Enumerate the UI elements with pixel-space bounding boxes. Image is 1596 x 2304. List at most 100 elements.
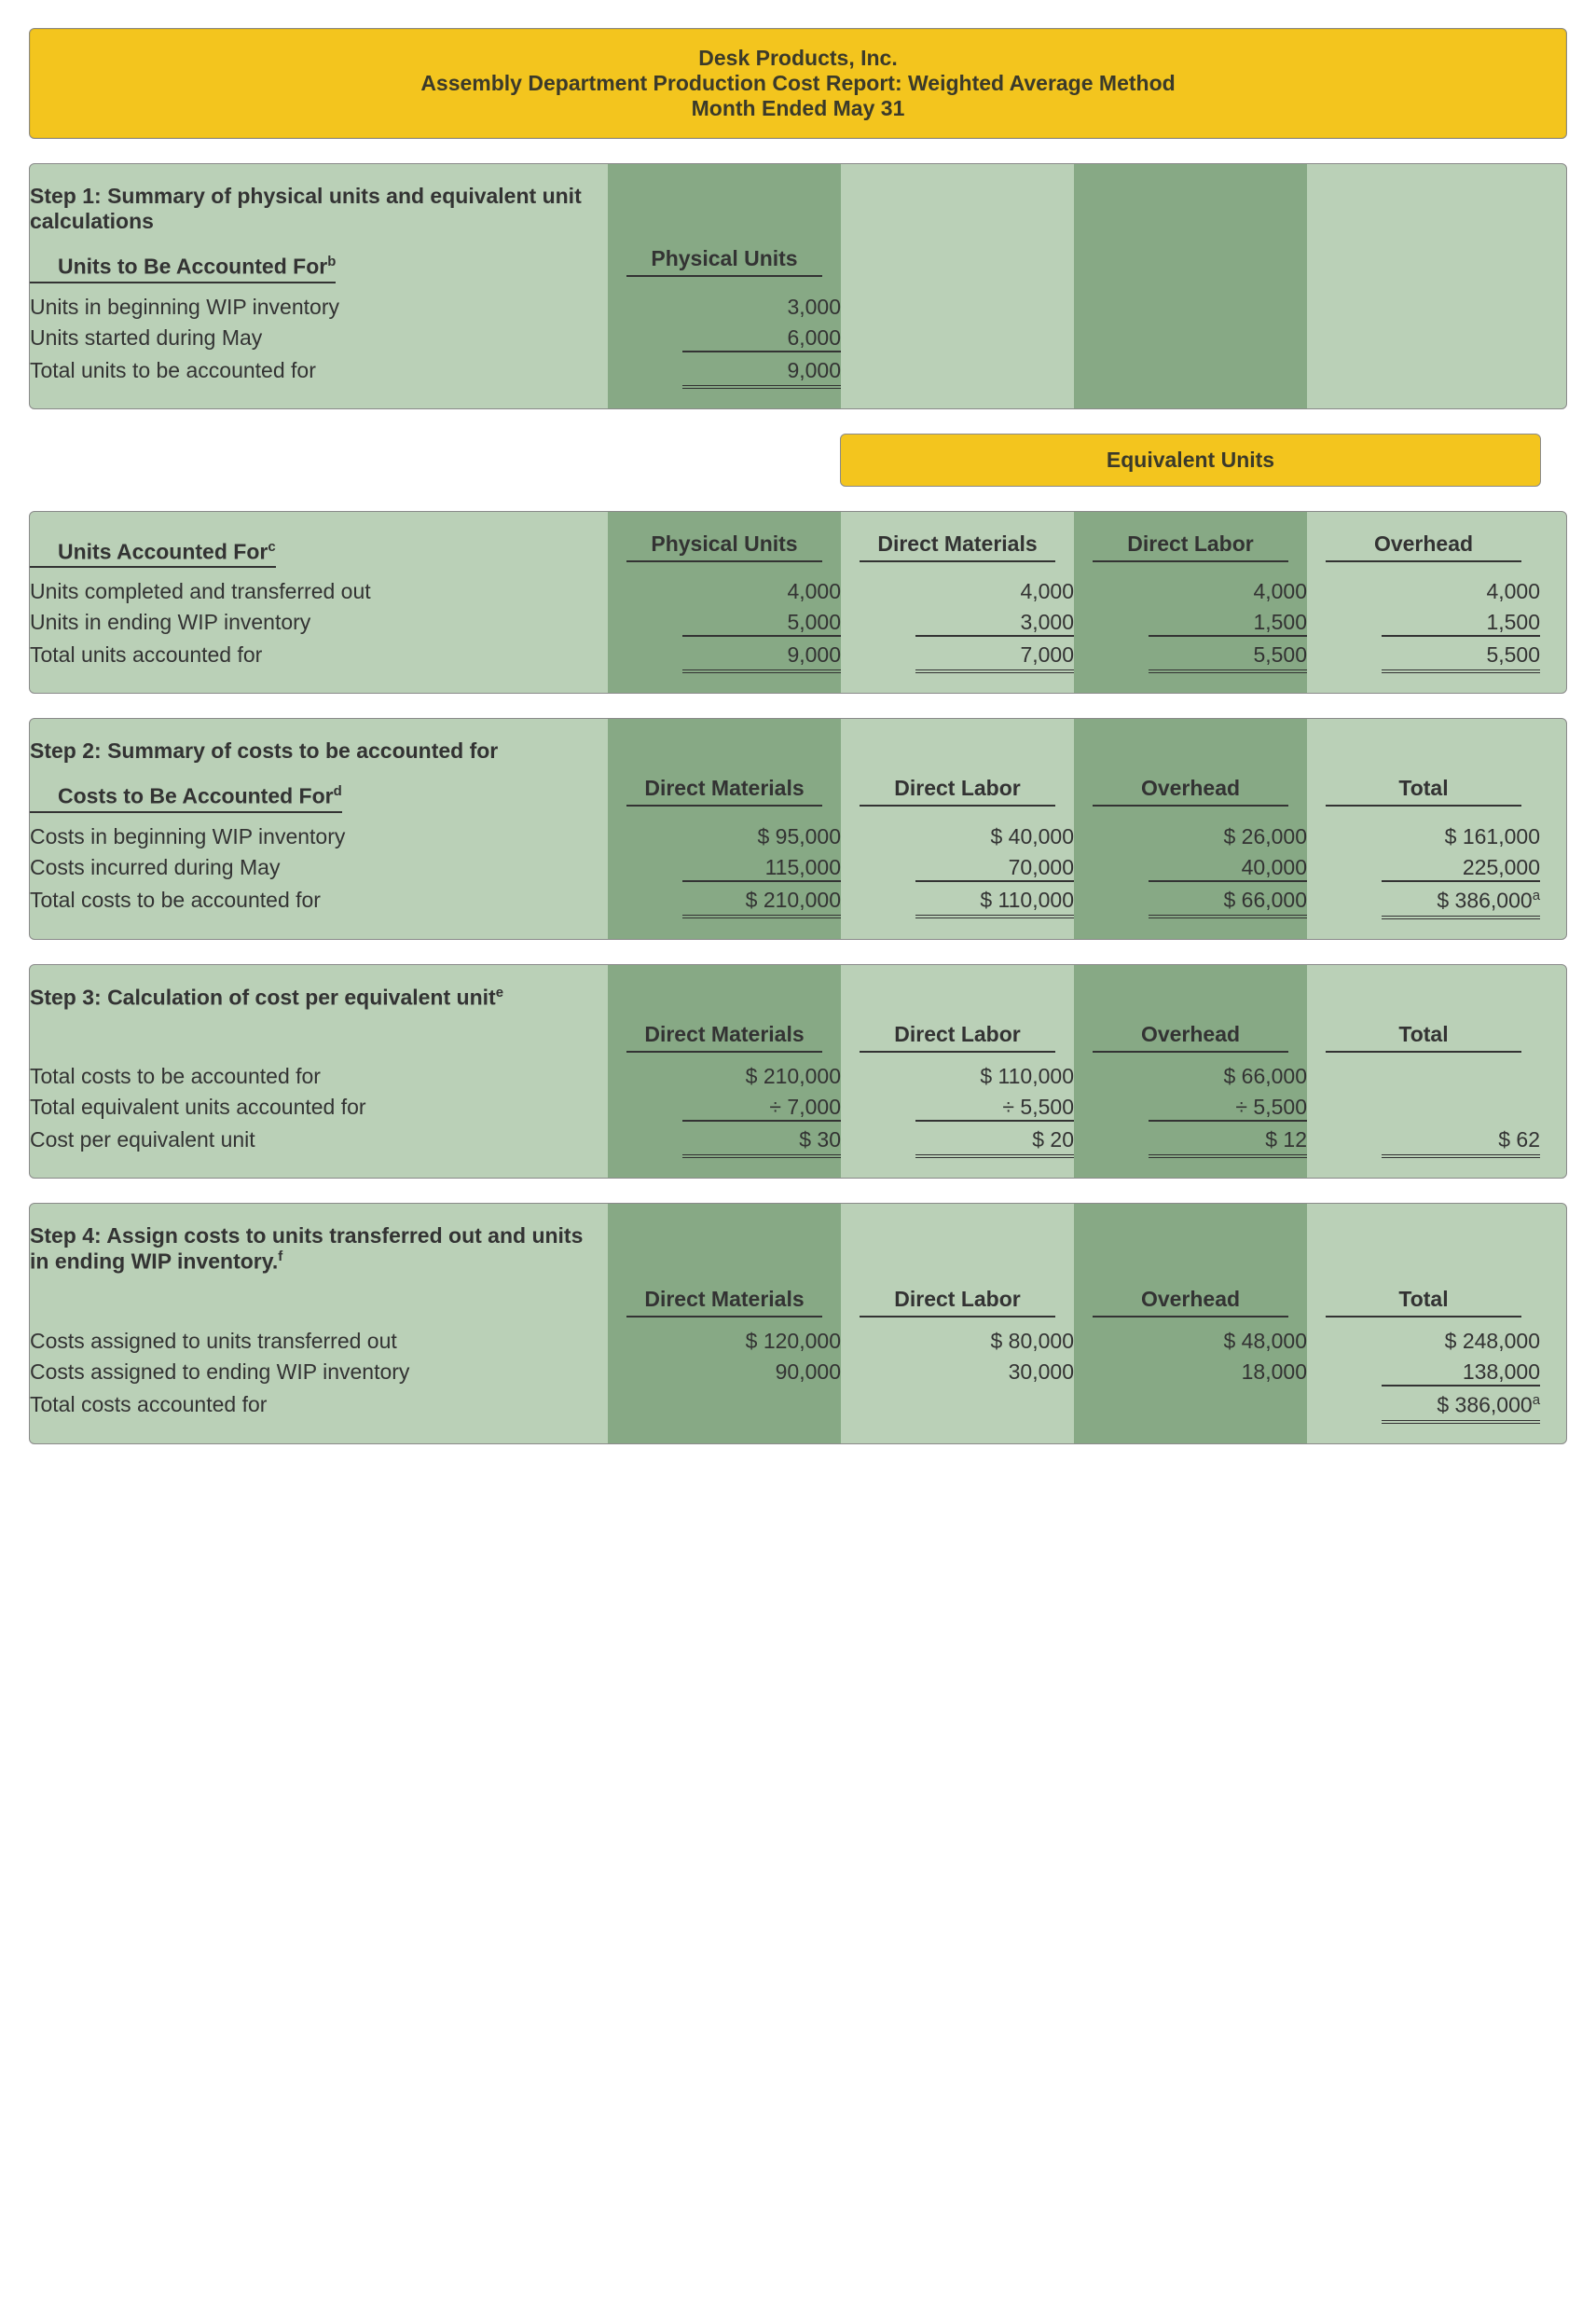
title-period: Month Ended May 31 (48, 96, 1548, 121)
row-label: Total units to be accounted for (30, 355, 608, 386)
row-value: $ 95,000 (608, 821, 841, 852)
row-value: 3,000 (841, 607, 1074, 640)
row-label: Costs assigned to units transferred out (30, 1326, 608, 1357)
row-value (841, 1389, 1074, 1420)
row-value (1074, 1389, 1307, 1420)
row-label: Units in ending WIP inventory (30, 607, 608, 638)
step1-units-accounted-section: Units Accounted Forc Physical Units Dire… (29, 511, 1567, 695)
row-value: ÷ 5,500 (1074, 1092, 1307, 1124)
row-label: Total equivalent units accounted for (30, 1092, 608, 1123)
row-value: 225,000 (1307, 852, 1540, 885)
title-company: Desk Products, Inc. (48, 46, 1548, 71)
row-value: 6,000 (608, 323, 841, 355)
row-value (1307, 1092, 1540, 1123)
col-overhead: Overhead (1093, 776, 1288, 807)
col-overhead: Overhead (1326, 531, 1521, 562)
report-title-box: Desk Products, Inc. Assembly Department … (29, 28, 1567, 139)
step4-heading: Step 4: Assign costs to units transferre… (30, 1221, 608, 1277)
row-label: Cost per equivalent unit (30, 1124, 608, 1155)
col-total: Total (1326, 1287, 1521, 1318)
row-value: 9,000 (608, 355, 841, 392)
step1-heading: Step 1: Summary of physical units and eq… (30, 181, 608, 237)
col-direct-labor: Direct Labor (860, 1287, 1055, 1318)
row-value: $ 62 (1307, 1124, 1540, 1161)
row-value: $ 48,000 (1074, 1326, 1307, 1357)
report-page: Desk Products, Inc. Assembly Department … (29, 28, 1567, 1444)
col-direct-materials: Direct Materials (626, 1287, 822, 1318)
step2-section: Step 2: Summary of costs to be accounted… (29, 718, 1567, 939)
row-label: Costs in beginning WIP inventory (30, 821, 608, 852)
title-report: Assembly Department Production Cost Repo… (48, 71, 1548, 96)
col-physical-units: Physical Units (626, 246, 822, 277)
row-value: ÷ 5,500 (841, 1092, 1074, 1124)
step1-units-to-be-section: Step 1: Summary of physical units and eq… (29, 163, 1567, 409)
row-value: 5,500 (1074, 640, 1307, 676)
col-direct-materials: Direct Materials (626, 1022, 822, 1053)
row-label: Total costs accounted for (30, 1389, 608, 1420)
row-label: Units started during May (30, 323, 608, 353)
row-value: $ 66,000 (1074, 1061, 1307, 1092)
row-value: ÷ 7,000 (608, 1092, 841, 1124)
row-value: $ 110,000 (841, 885, 1074, 921)
row-value: 1,500 (1307, 607, 1540, 640)
row-value: 40,000 (1074, 852, 1307, 885)
row-value: 7,000 (841, 640, 1074, 676)
row-value: $ 40,000 (841, 821, 1074, 852)
row-value: 115,000 (608, 852, 841, 885)
col-overhead: Overhead (1093, 1022, 1288, 1053)
row-value: 138,000 (1307, 1357, 1540, 1389)
step3-section: Step 3: Calculation of cost per equivale… (29, 964, 1567, 1180)
row-value: 90,000 (608, 1357, 841, 1387)
row-value: 4,000 (1307, 576, 1540, 607)
step2-heading: Step 2: Summary of costs to be accounted… (30, 736, 608, 766)
col-direct-materials: Direct Materials (626, 776, 822, 807)
row-label: Units in beginning WIP inventory (30, 292, 608, 323)
col-direct-labor: Direct Labor (860, 1022, 1055, 1053)
col-total: Total (1326, 776, 1521, 807)
row-label: Total costs to be accounted for (30, 885, 608, 916)
row-value: $ 161,000 (1307, 821, 1540, 852)
row-value (608, 1389, 841, 1420)
row-value: $ 110,000 (841, 1061, 1074, 1092)
row-label: Units completed and transferred out (30, 576, 608, 607)
row-value: $ 210,000 (608, 885, 841, 921)
row-value: 9,000 (608, 640, 841, 676)
row-value: $ 248,000 (1307, 1326, 1540, 1357)
equivalent-units-label: Equivalent Units (840, 434, 1541, 487)
row-value: 4,000 (841, 576, 1074, 607)
row-label: Costs incurred during May (30, 852, 608, 883)
row-value: $ 20 (841, 1124, 1074, 1161)
row-value: 4,000 (608, 576, 841, 607)
units-to-be-heading: Units to Be Accounted Forb (30, 254, 336, 283)
step4-section: Step 4: Assign costs to units transferre… (29, 1203, 1567, 1443)
col-overhead: Overhead (1093, 1287, 1288, 1318)
col-physical: Physical Units (626, 531, 822, 562)
row-value: 5,500 (1307, 640, 1540, 676)
costs-to-be-heading: Costs to Be Accounted Ford (30, 783, 342, 813)
row-value: $ 66,000 (1074, 885, 1307, 921)
col-direct-labor: Direct Labor (1093, 531, 1288, 562)
row-value: 30,000 (841, 1357, 1074, 1387)
row-value: 18,000 (1074, 1357, 1307, 1387)
row-value: 5,000 (608, 607, 841, 640)
row-value: $ 12 (1074, 1124, 1307, 1161)
row-value: $ 26,000 (1074, 821, 1307, 852)
row-value: $ 386,000a (1307, 885, 1540, 922)
row-value: $ 386,000a (1307, 1389, 1540, 1427)
row-value: $ 80,000 (841, 1326, 1074, 1357)
row-label: Costs assigned to ending WIP inventory (30, 1357, 608, 1387)
col-direct-labor: Direct Labor (860, 776, 1055, 807)
row-value: 3,000 (608, 292, 841, 323)
step3-heading: Step 3: Calculation of cost per equivale… (30, 982, 608, 1014)
row-value: $ 30 (608, 1124, 841, 1161)
row-label: Total units accounted for (30, 640, 608, 670)
row-value: 1,500 (1074, 607, 1307, 640)
row-value: $ 210,000 (608, 1061, 841, 1092)
units-accounted-heading: Units Accounted Forc (30, 539, 276, 569)
row-value (1307, 1061, 1540, 1092)
col-direct-materials: Direct Materials (860, 531, 1055, 562)
row-value: 70,000 (841, 852, 1074, 885)
row-value: $ 120,000 (608, 1326, 841, 1357)
col-total: Total (1326, 1022, 1521, 1053)
row-value: 4,000 (1074, 576, 1307, 607)
